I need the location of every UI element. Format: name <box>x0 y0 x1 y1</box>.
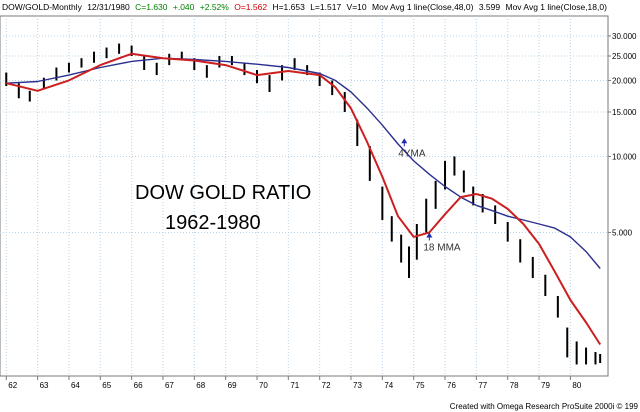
x-tick-label: 75 <box>416 381 425 390</box>
x-tick-label: 62 <box>8 381 17 390</box>
x-tick-label: 76 <box>447 381 456 390</box>
annotation-label: 18 MMA <box>423 242 461 253</box>
status-volume: V=10 <box>346 2 367 12</box>
x-tick-label: 71 <box>290 381 299 390</box>
status-open: O=1.562 <box>234 2 268 12</box>
status-high: H=1.653 <box>272 2 305 12</box>
chart-title: DOW GOLD RATIO <box>135 182 311 204</box>
plot-area <box>0 15 609 377</box>
status-ma2-label: Mov Avg 1 line(Close,18,0) <box>505 2 607 12</box>
y-tick-label: 15.000 <box>612 108 637 117</box>
x-tick-label: 74 <box>384 381 393 390</box>
status-ma1-value: 3.599 <box>478 2 501 12</box>
status-bar: DOW/GOLD-Monthly 12/31/1980 C=1.630 +.04… <box>2 0 610 14</box>
y-tick-label: 30.000 <box>612 32 637 41</box>
x-tick-label: 79 <box>541 381 550 390</box>
y-tick-label: 10.000 <box>612 152 637 161</box>
x-tick-label: 80 <box>572 381 581 390</box>
status-close: C=1.630 <box>135 2 168 12</box>
y-tick-label: 20.000 <box>612 76 637 85</box>
y-tick-label: 25.000 <box>612 52 637 61</box>
status-date: 12/31/1980 <box>87 2 130 12</box>
x-tick-label: 66 <box>134 381 143 390</box>
x-tick-label: 64 <box>71 381 80 390</box>
chart-subtitle: 1962-1980 <box>165 212 261 234</box>
x-tick-label: 73 <box>353 381 362 390</box>
status-change-pct: +2.52% <box>199 2 229 12</box>
x-tick-label: 70 <box>259 381 268 390</box>
x-tick-label: 68 <box>196 381 205 390</box>
status-low: L=1.517 <box>310 2 342 12</box>
status-change: +.040 <box>172 2 195 12</box>
x-tick-label: 72 <box>322 381 331 390</box>
x-tick-label: 78 <box>510 381 519 390</box>
x-tick-label: 69 <box>228 381 237 390</box>
x-tick-label: 63 <box>40 381 49 390</box>
annotation-label: 4YMA <box>398 148 426 159</box>
x-tick-label: 67 <box>165 381 174 390</box>
status-ma1-label: Mov Avg 1 line(Close,48,0) <box>372 2 474 12</box>
annotation-arrow <box>426 232 433 238</box>
ma-18-line <box>6 52 602 346</box>
y-tick-label: 5.000 <box>612 228 633 237</box>
status-symbol: DOW/GOLD-Monthly <box>2 2 82 12</box>
ma-48-line <box>6 57 601 269</box>
x-tick-label: 65 <box>102 381 111 390</box>
annotation-arrow <box>401 138 408 144</box>
x-tick-label: 77 <box>478 381 487 390</box>
credit-text: Created with Omega Research ProSuite 200… <box>449 402 638 411</box>
